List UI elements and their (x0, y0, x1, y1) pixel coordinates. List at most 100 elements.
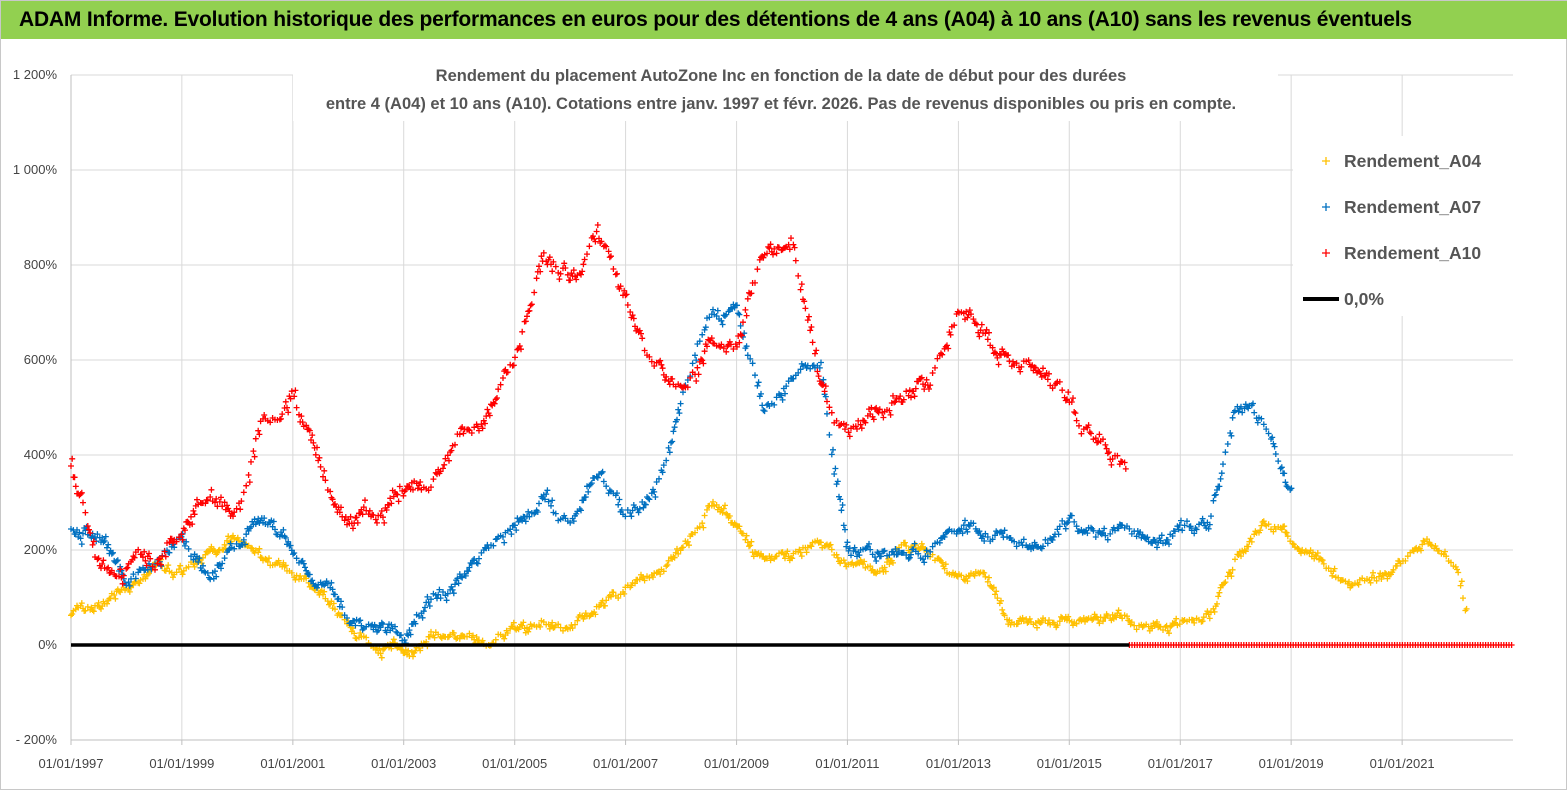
data-point (614, 270, 620, 277)
data-point (1014, 620, 1021, 627)
data-point (520, 619, 527, 626)
data-point (124, 564, 131, 571)
data-point (189, 521, 196, 528)
data-point (1228, 573, 1235, 580)
data-point (100, 557, 107, 564)
data-point (1122, 465, 1129, 472)
data-point (951, 322, 958, 329)
data-point (393, 628, 400, 635)
data-point (492, 636, 499, 643)
data-point (218, 494, 224, 501)
data-point (581, 256, 588, 263)
data-point (862, 419, 869, 426)
data-point (68, 463, 74, 469)
data-point (527, 302, 534, 309)
data-point (372, 516, 379, 523)
data-point (303, 567, 310, 574)
data-point (80, 499, 86, 506)
data-point (761, 408, 768, 415)
data-point (362, 497, 368, 504)
data-point (347, 513, 354, 520)
data-point (230, 532, 236, 539)
data-point (465, 568, 472, 575)
data-point (842, 426, 848, 433)
data-point (754, 382, 761, 389)
data-point (1113, 614, 1120, 621)
data-point (1211, 492, 1218, 499)
data-point (1306, 550, 1313, 557)
data-point (536, 500, 542, 507)
data-point (976, 528, 983, 535)
data-point (1128, 619, 1135, 626)
data-point (1463, 605, 1470, 612)
data-point (546, 625, 553, 632)
data-point (266, 555, 272, 562)
data-point (1257, 527, 1264, 534)
data-point (726, 338, 733, 345)
data-point (1224, 441, 1231, 447)
data-point (704, 343, 710, 350)
data-point (77, 491, 84, 498)
x-tick-label: 01/01/2007 (593, 756, 658, 771)
data-point (202, 551, 209, 558)
data-point (592, 611, 599, 618)
data-point (854, 426, 860, 432)
data-point (473, 559, 480, 566)
data-point (542, 496, 548, 503)
data-point (828, 409, 835, 416)
data-point (1427, 541, 1434, 548)
data-point (1108, 461, 1115, 468)
data-point (208, 486, 215, 493)
data-point (327, 488, 334, 495)
data-point (1025, 357, 1032, 364)
data-point (744, 352, 751, 359)
data-point (329, 586, 336, 593)
data-point (669, 438, 676, 445)
data-point (306, 571, 313, 578)
data-point (876, 568, 883, 575)
data-point (381, 519, 388, 526)
data-point (588, 480, 595, 487)
data-point (755, 379, 762, 386)
data-point (758, 390, 764, 397)
data-point (730, 346, 737, 352)
data-point (275, 557, 282, 564)
data-point (903, 543, 910, 549)
data-point (422, 604, 428, 611)
data-point (892, 546, 899, 552)
x-tick-label: 01/01/2019 (1259, 756, 1324, 771)
data-point (538, 253, 545, 260)
data-point (1073, 417, 1080, 424)
data-point (161, 548, 168, 555)
data-point (519, 517, 526, 524)
data-point (431, 634, 438, 641)
data-point (801, 298, 808, 305)
data-point (356, 618, 362, 624)
data-point (676, 410, 683, 417)
data-point (552, 263, 559, 270)
data-point (660, 462, 667, 469)
data-point (1418, 547, 1424, 554)
data-point (1241, 547, 1248, 554)
data-point (1214, 487, 1220, 493)
x-tick-label: 01/01/1999 (149, 756, 214, 771)
data-point (1455, 569, 1462, 576)
data-point (1283, 483, 1290, 490)
data-point (119, 580, 126, 587)
data-point (908, 551, 914, 558)
data-point (1094, 439, 1100, 446)
data-point (920, 556, 926, 563)
data-point (94, 531, 101, 538)
data-point (624, 302, 631, 308)
data-point (98, 605, 104, 612)
data-point (500, 533, 506, 540)
data-point (616, 496, 623, 503)
data-point (293, 555, 300, 562)
data-point (843, 543, 850, 550)
data-point (317, 463, 324, 470)
data-point (504, 369, 511, 376)
legend-marker-swatch (1322, 249, 1330, 257)
data-point (807, 327, 814, 334)
data-point (256, 431, 263, 438)
